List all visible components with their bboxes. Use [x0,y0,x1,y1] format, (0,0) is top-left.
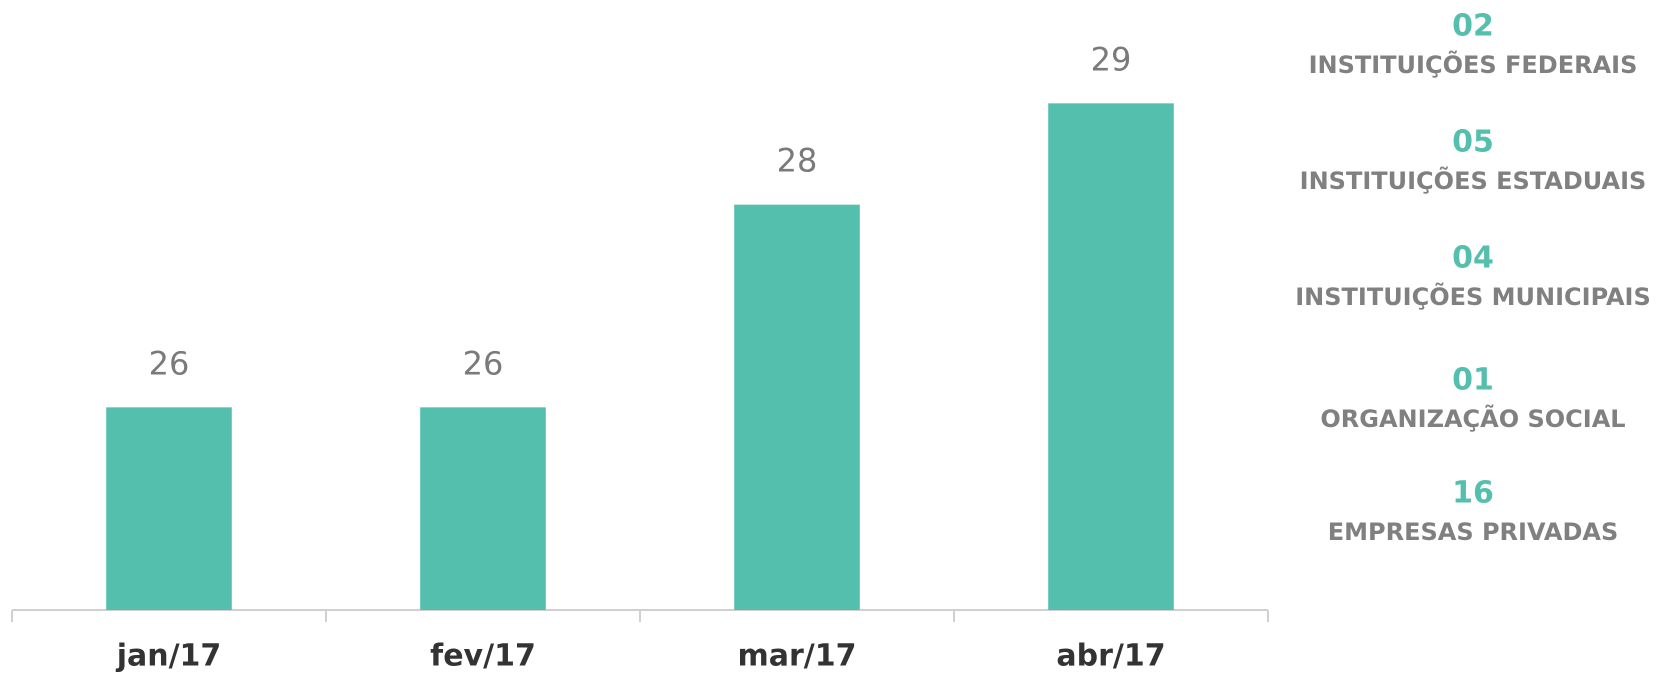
legend-number: 16 [1452,476,1494,511]
value-label: 29 [1091,40,1132,78]
x-tick-label: jan/17 [116,639,222,674]
value-label: 28 [777,142,818,180]
bar [734,204,860,610]
legend-label: INSTITUIÇÕES FEDERAIS [1309,49,1638,79]
value-label: 26 [149,344,190,382]
x-tick-label: fev/17 [430,639,536,674]
value-label: 26 [463,344,504,382]
legend-number: 01 [1452,363,1494,398]
legend-label: INSTITUIÇÕES ESTADUAIS [1300,165,1647,195]
bar [106,407,232,610]
legend-number: 04 [1452,241,1494,276]
legend-label: INSTITUIÇÕES MUNICIPAIS [1295,281,1651,311]
bar [1048,103,1174,610]
legend-number: 05 [1452,125,1494,160]
legend-label: EMPRESAS PRIVADAS [1328,518,1619,546]
x-tick-label: mar/17 [737,639,856,674]
legend-label: ORGANIZAÇÃO SOCIAL [1320,404,1625,433]
legend-number: 02 [1452,9,1494,44]
bar [420,407,546,610]
x-tick-label: abr/17 [1056,639,1165,674]
